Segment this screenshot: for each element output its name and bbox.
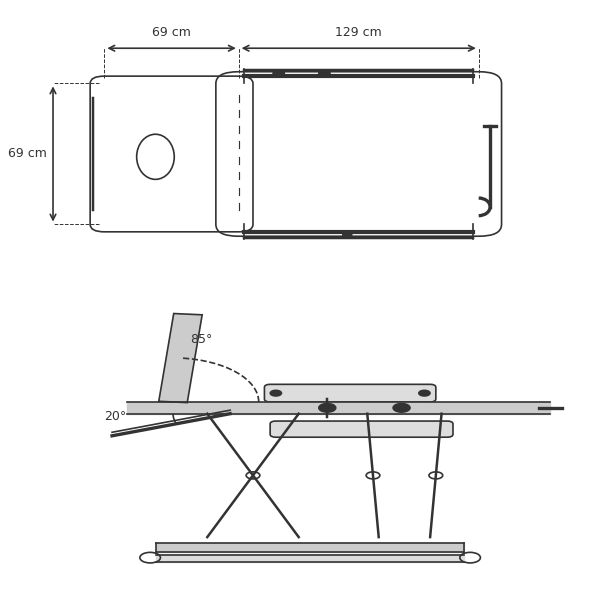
Text: 69 cm: 69 cm [152, 26, 191, 40]
Circle shape [319, 70, 330, 76]
Circle shape [273, 70, 284, 76]
Text: 129 cm: 129 cm [335, 26, 382, 40]
FancyBboxPatch shape [265, 385, 436, 402]
FancyBboxPatch shape [270, 421, 453, 437]
Circle shape [343, 232, 352, 237]
Text: 85°: 85° [190, 333, 212, 346]
Circle shape [319, 403, 336, 412]
Polygon shape [159, 314, 202, 403]
Text: 20°: 20° [104, 410, 127, 422]
Circle shape [419, 390, 430, 396]
Circle shape [270, 390, 281, 396]
Text: 69 cm: 69 cm [8, 148, 47, 160]
Circle shape [393, 403, 410, 412]
